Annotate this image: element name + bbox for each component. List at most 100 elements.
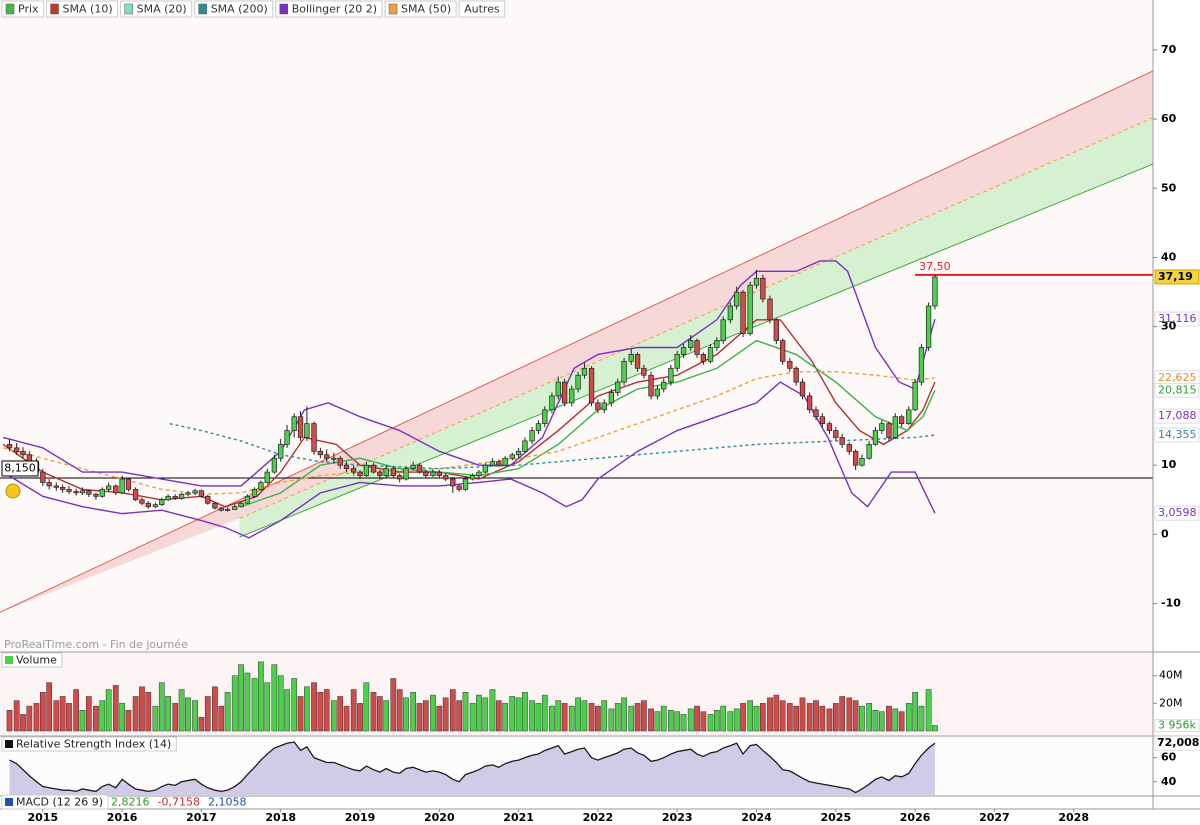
volume-bar bbox=[648, 708, 654, 732]
candle-body bbox=[311, 423, 317, 452]
channel-fill bbox=[239, 117, 1153, 538]
volume-bar bbox=[430, 694, 436, 732]
volume-bar bbox=[634, 703, 641, 732]
candle-body bbox=[192, 490, 198, 494]
candle-body bbox=[152, 504, 159, 508]
volume-bar bbox=[806, 703, 813, 732]
candle-body bbox=[555, 381, 561, 397]
candle-body bbox=[720, 319, 726, 341]
candle-body bbox=[872, 430, 879, 445]
candle-body bbox=[66, 489, 72, 492]
volume-bar bbox=[304, 686, 310, 732]
volume-bar bbox=[680, 714, 687, 732]
x-tick-label: 2023 bbox=[662, 811, 693, 824]
candle-body bbox=[416, 464, 423, 473]
volume-bar bbox=[53, 700, 60, 732]
volume-bar bbox=[343, 705, 350, 732]
candle-body bbox=[232, 506, 238, 510]
candle-body bbox=[581, 367, 588, 376]
volume-bar bbox=[396, 689, 403, 732]
panel-title-swatch bbox=[5, 740, 13, 748]
candle-body bbox=[86, 490, 92, 495]
volume-bar bbox=[727, 711, 734, 732]
x-tick-label: 2025 bbox=[820, 811, 851, 824]
y-tick-label: 30 bbox=[1161, 320, 1177, 333]
volume-bar bbox=[277, 675, 284, 732]
volume-bar bbox=[747, 700, 754, 732]
candle-body bbox=[898, 416, 905, 424]
volume-bar bbox=[720, 705, 727, 732]
volume-bar bbox=[244, 672, 251, 732]
panel-title: Volume bbox=[16, 654, 57, 667]
legend-label: SMA (50) bbox=[401, 3, 451, 16]
legend-item[interactable] bbox=[46, 0, 119, 18]
legend-swatch bbox=[50, 3, 59, 15]
y-tick-label: 40 bbox=[1161, 775, 1177, 788]
candle-body bbox=[826, 423, 833, 431]
legend-item[interactable] bbox=[384, 0, 457, 18]
candle-body bbox=[767, 298, 773, 321]
volume-bar bbox=[568, 705, 575, 732]
volume-bar bbox=[581, 700, 588, 732]
candle-body bbox=[787, 360, 793, 369]
price-panel-bg bbox=[0, 0, 1153, 651]
candle-body bbox=[264, 471, 270, 483]
candle-body bbox=[363, 464, 370, 476]
candle-body bbox=[502, 457, 508, 466]
candle-body bbox=[46, 482, 52, 487]
volume-bar bbox=[145, 692, 152, 732]
legend-item[interactable] bbox=[275, 0, 383, 18]
alert-bell-icon[interactable] bbox=[5, 483, 21, 499]
volume-bar bbox=[73, 689, 79, 732]
y-tick-label: 40M bbox=[1159, 669, 1183, 682]
legend-item[interactable] bbox=[194, 0, 274, 18]
candle-body bbox=[343, 464, 350, 469]
legend-label: SMA (200) bbox=[211, 3, 268, 16]
x-tick-label: 2026 bbox=[900, 811, 931, 824]
volume-bar bbox=[898, 711, 905, 732]
candle-body bbox=[178, 493, 185, 499]
legend-swatch bbox=[5, 3, 15, 15]
volume-bar bbox=[614, 703, 621, 732]
candle-body bbox=[588, 367, 595, 404]
candle-body bbox=[780, 340, 786, 362]
candle-body bbox=[674, 354, 680, 369]
volume-bar bbox=[839, 696, 845, 732]
panel-title-swatch bbox=[5, 798, 13, 806]
indicator-line bbox=[240, 339, 936, 508]
volume-bar bbox=[753, 705, 760, 732]
volume-bar bbox=[33, 703, 40, 732]
candle-body bbox=[224, 509, 231, 511]
volume-bar bbox=[224, 692, 231, 732]
watermark: ProRealTime.com - Fin de journée bbox=[4, 638, 188, 651]
candle-body bbox=[159, 499, 165, 505]
volume-bar bbox=[660, 705, 667, 732]
volume-bar bbox=[779, 700, 786, 732]
volume-bar bbox=[515, 697, 522, 732]
candle-body bbox=[377, 471, 383, 476]
volume-bar bbox=[125, 710, 132, 732]
volume-bar bbox=[733, 708, 740, 732]
legend-item[interactable] bbox=[120, 0, 193, 18]
panel-title-box bbox=[1, 652, 63, 668]
legend-item[interactable] bbox=[458, 0, 506, 18]
volume-bar bbox=[357, 703, 363, 732]
volume-bar bbox=[767, 697, 773, 732]
volume-bar bbox=[165, 696, 171, 732]
volume-bar bbox=[158, 682, 165, 732]
rsi-last-label: 72,008 bbox=[1157, 736, 1199, 749]
volume-bar bbox=[654, 711, 661, 732]
price-label: 37,19 bbox=[1158, 270, 1193, 283]
volume-bar bbox=[297, 696, 304, 732]
candle-body bbox=[383, 468, 389, 476]
candle-body bbox=[469, 475, 476, 480]
candle-body bbox=[561, 381, 568, 404]
volume-last-label: 3 956k bbox=[1158, 719, 1196, 732]
indicator-line bbox=[2, 319, 936, 508]
volume-bar bbox=[337, 696, 344, 732]
legend-swatch bbox=[198, 3, 207, 15]
candle-body bbox=[99, 489, 105, 497]
candle-body bbox=[535, 423, 542, 431]
candle-body bbox=[351, 468, 357, 473]
candle-body bbox=[529, 430, 535, 442]
